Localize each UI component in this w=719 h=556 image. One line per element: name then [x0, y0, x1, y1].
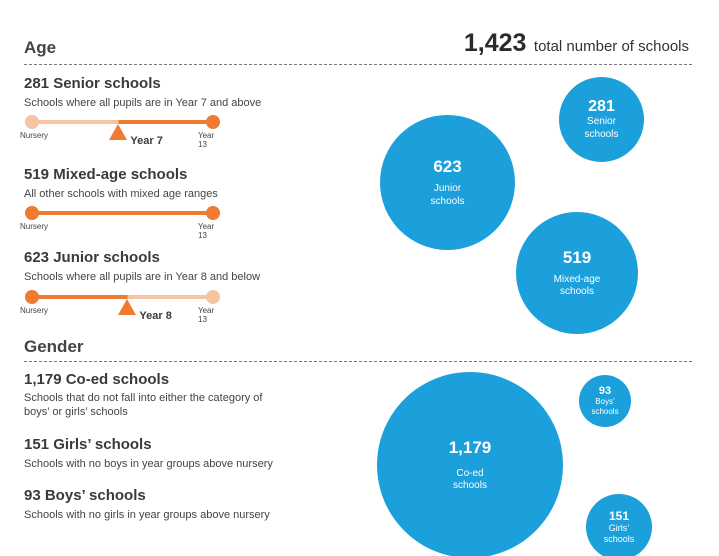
girls-title: 151 Girls’ schools [24, 436, 152, 453]
bubble-value: 623 [433, 157, 462, 176]
bubble-label: Boys’ schools [591, 397, 618, 417]
total-schools: 1,423 total number of schools [464, 29, 689, 58]
range-start-label: Nursery [20, 131, 49, 140]
bubble-label-line: Junior [433, 183, 462, 194]
range-end-label: Year 13 [198, 131, 215, 149]
senior-schools-bubble: 281 Senior schools [559, 77, 644, 162]
range-start-dot [25, 290, 39, 304]
range-end-label: Year 13 [198, 222, 215, 240]
bubble-label: Girls’ schools [604, 523, 635, 546]
range-track [32, 295, 212, 299]
junior-schools-bubble: 623 Junior schools [380, 115, 515, 250]
girls-desc: Schools with no boys in year groups abov… [24, 458, 273, 470]
junior-title: 623 Junior schools [24, 249, 160, 266]
mixed-age-range-bar: Nursery Year 13 [20, 205, 224, 240]
range-end-label: Year 13 [198, 306, 215, 324]
mixed-age-desc: All other schools with mixed age ranges [24, 188, 218, 200]
boys-schools-bubble: 93 Boys’ schools [579, 375, 631, 427]
bubble-label: Mixed-age schools [554, 274, 601, 299]
range-track [32, 120, 212, 124]
year-marker-triangle [109, 124, 128, 140]
bubble-label-line: schools [591, 407, 619, 416]
coed-title: 1,179 Co-ed schools [24, 371, 170, 388]
boys-desc: Schools with no girls in year groups abo… [24, 509, 270, 521]
range-start-label: Nursery [20, 306, 49, 315]
year-marker-label: Year 8 [139, 310, 172, 322]
bubble-value: 519 [562, 247, 592, 267]
boys-title: 93 Boys’ schools [24, 487, 146, 504]
senior-age-range-bar: Nursery Year 13 Year 7 [20, 114, 224, 149]
bubble-label-line: Girls’ [608, 522, 630, 533]
range-start-dot [25, 115, 39, 129]
bubble-label-line: schools [584, 128, 619, 140]
bubble-label: Junior schools [431, 183, 465, 208]
range-track [32, 211, 212, 215]
bubble-label: Co-ed schools [453, 468, 487, 493]
mixed-age-title: 519 Mixed-age schools [24, 166, 188, 183]
range-end-dot [206, 206, 220, 220]
bubble-value: 93 [598, 385, 612, 397]
bubble-label-line: Boys’ [595, 397, 615, 406]
senior-title: 281 Senior schools [24, 75, 161, 92]
girls-schools-bubble: 151 Girls’ schools [586, 494, 652, 556]
age-divider [24, 64, 692, 65]
bubble-value: 151 [608, 508, 630, 523]
bubble-label-line: schools [560, 286, 594, 297]
gender-section-title: Gender [24, 337, 84, 356]
total-label: total number of schools [533, 38, 689, 55]
bubble-value: 1,179 [448, 437, 492, 457]
junior-desc: Schools where all pupils are in Year 8 a… [24, 271, 261, 283]
bubble-label-line: Co-ed [456, 467, 484, 479]
year-marker-triangle [118, 299, 137, 315]
junior-age-range-bar: Nursery Year 13 Year 8 [20, 289, 224, 324]
gender-divider [24, 361, 692, 362]
bubble-value: 281 [588, 98, 615, 115]
bubble-label-line: schools [430, 195, 465, 207]
bubble-label-line: Senior [587, 116, 616, 127]
bubble-label-line: Mixed-age [553, 273, 601, 285]
bubble-label: Senior schools [585, 116, 619, 141]
age-section-title: Age [24, 38, 57, 57]
range-end-dot [206, 290, 220, 304]
range-start-dot [25, 206, 39, 220]
senior-desc: Schools where all pupils are in Year 7 a… [24, 97, 262, 109]
range-end-dot [206, 115, 220, 129]
year-marker-label: Year 7 [130, 135, 163, 147]
range-start-label: Nursery [20, 222, 49, 231]
mixed-age-schools-bubble: 519 Mixed-age schools [516, 212, 638, 334]
total-number: 1,423 [463, 29, 527, 57]
coed-schools-bubble: 1,179 Co-ed schools [377, 372, 563, 556]
coed-desc: Schools that do not fall into either the… [24, 392, 263, 418]
bubble-label-line: schools [453, 480, 487, 491]
bubble-label-line: schools [603, 534, 635, 544]
